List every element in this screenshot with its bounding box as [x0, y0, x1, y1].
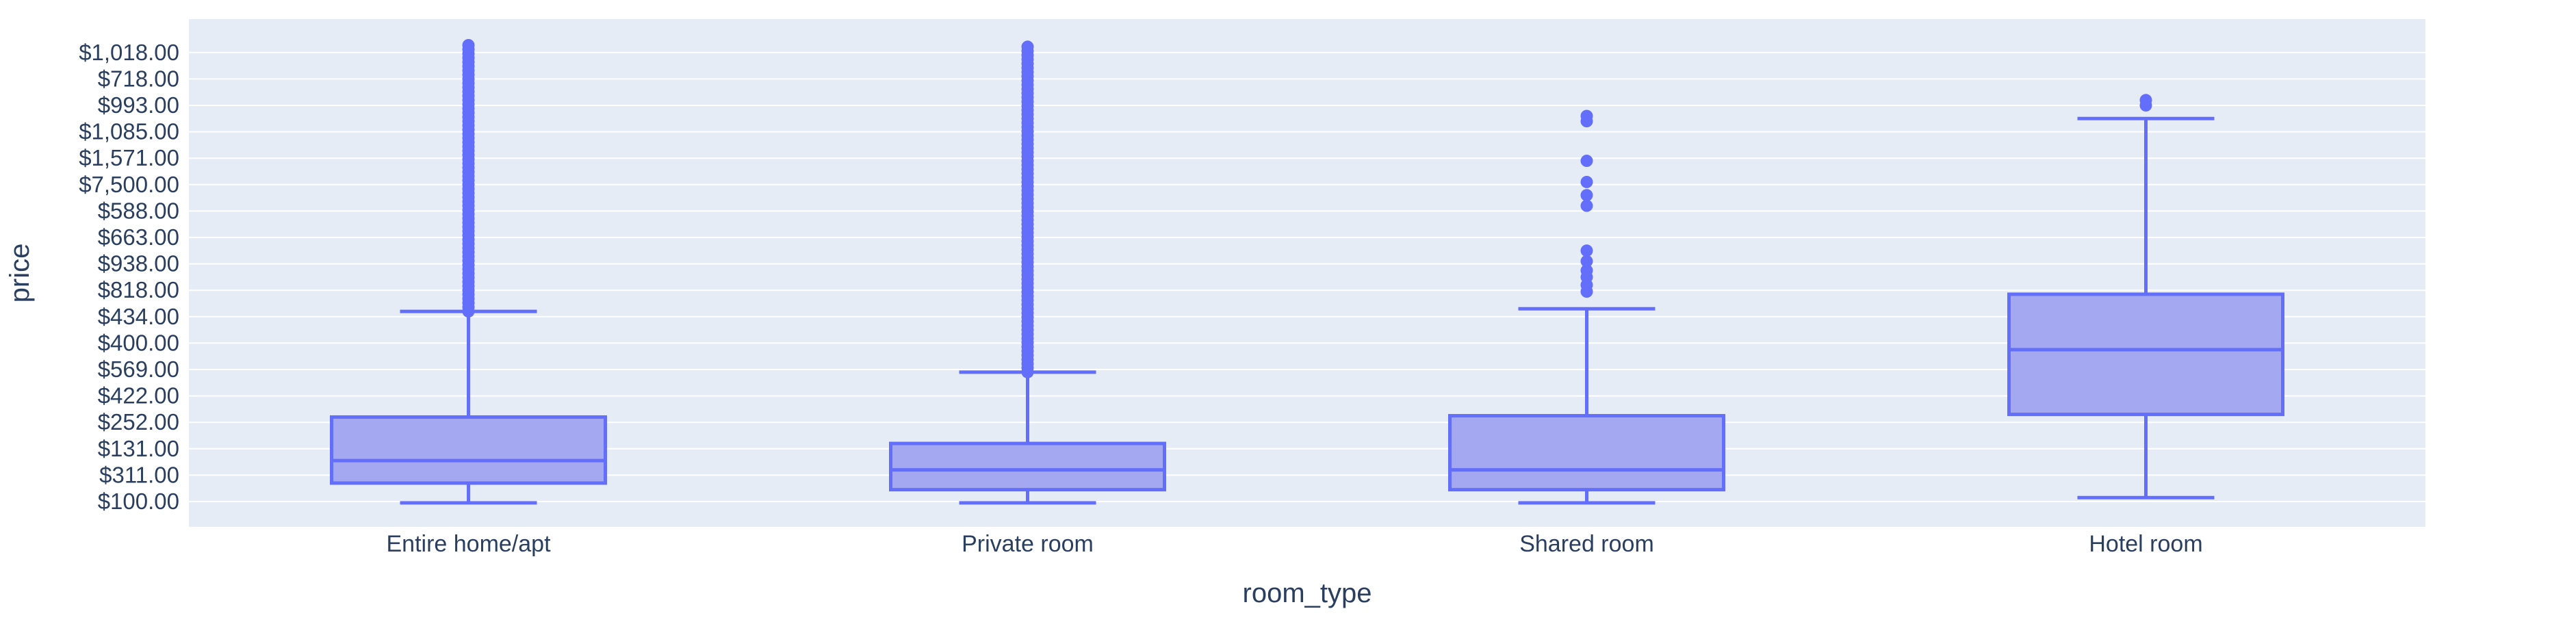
y-tick-label: $938.00: [98, 251, 179, 276]
iqr-box: [330, 415, 607, 485]
iqr-box: [889, 441, 1166, 492]
y-tick-label: $718.00: [98, 66, 179, 91]
outlier-point: [1580, 255, 1593, 268]
y-tick-label: $1,085.00: [79, 119, 179, 144]
y-tick-label: $400.00: [98, 330, 179, 355]
iqr-box: [1448, 414, 1725, 492]
x-tick-label: Shared room: [1519, 531, 1654, 557]
y-tick-label: $252.00: [98, 409, 179, 435]
box-shared-room: [1448, 109, 1725, 505]
y-tick-label: $434.00: [98, 304, 179, 329]
y-axis-tick-labels: $100.00$311.00$131.00$252.00$422.00$569.…: [79, 40, 179, 514]
y-tick-label: $993.00: [98, 92, 179, 118]
boxes: [330, 38, 2284, 505]
y-tick-label: $1,571.00: [79, 145, 179, 170]
box-private-room: [889, 40, 1166, 505]
y-tick-label: $100.00: [98, 489, 179, 514]
y-tick-label: $588.00: [98, 198, 179, 223]
outlier-point: [1580, 155, 1593, 168]
outlier-point: [1580, 109, 1593, 122]
outlier-point: [1580, 264, 1593, 277]
iqr-box: [2007, 292, 2284, 417]
x-tick-label: Entire home/apt: [386, 531, 551, 557]
y-tick-label: $422.00: [98, 383, 179, 409]
outlier-point: [462, 38, 475, 51]
box-entire-home-apt: [330, 38, 607, 505]
outlier-point: [1580, 189, 1593, 202]
outlier-point: [1580, 199, 1593, 212]
y-tick-label: $663.00: [98, 224, 179, 250]
outlier-point: [1580, 175, 1593, 188]
y-tick-label: $818.00: [98, 277, 179, 302]
outlier-point: [1021, 40, 1034, 53]
y-tick-label: $311.00: [99, 462, 179, 487]
y-tick-label: $569.00: [98, 357, 179, 382]
outlier-point: [1580, 244, 1593, 257]
y-tick-label: $7,500.00: [79, 172, 179, 197]
x-axis-title: room_type: [1243, 578, 1372, 608]
outlier-point: [2139, 94, 2152, 107]
y-axis-title: price: [5, 244, 35, 303]
x-tick-label: Hotel room: [2089, 531, 2202, 557]
y-tick-label: $1,018.00: [79, 40, 179, 65]
y-tick-label: $131.00: [98, 436, 179, 461]
x-axis-tick-labels: Entire home/apt Private room Shared room Ho…: [386, 531, 2202, 557]
box-hotel-room: [2007, 94, 2284, 500]
x-tick-label: Private room: [962, 531, 1094, 557]
